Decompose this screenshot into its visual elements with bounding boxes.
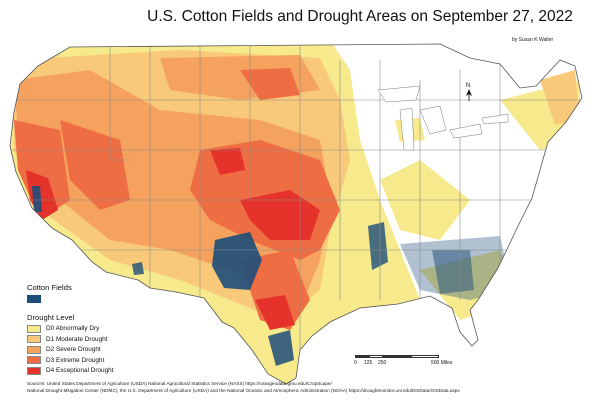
scale-segment-4 [411, 355, 439, 358]
cotton-swatch [27, 295, 41, 304]
drought-swatch [27, 366, 41, 375]
map-title: U.S. Cotton Fields and Drought Areas on … [147, 8, 573, 25]
cotton-mississippi-delta [368, 222, 388, 270]
cotton-fields [32, 186, 512, 366]
author-credit: by Susan K Walter [512, 37, 554, 43]
scale-label-0: 0 [354, 360, 357, 366]
drought-legend-row: D2 Severe Drought [27, 345, 114, 356]
scale-bar: 0 125 250 500 Miles [354, 355, 465, 371]
scale-label-500: 500 Miles [431, 360, 453, 366]
drought-legend-row: D1 Moderate Drought [27, 334, 114, 345]
cotton-west-texas [212, 232, 262, 290]
drought-legend-items: D0 Abnormally Dry D1 Moderate Drought D2 S… [27, 324, 114, 377]
drought-swatch [27, 356, 41, 365]
sources-line-2: National Drought Mitigation Center (NDMC… [27, 388, 460, 393]
north-label: N [466, 83, 470, 89]
scale-label-125: 125 [364, 360, 373, 366]
drought-swatch [27, 324, 41, 333]
drought-d3-california [14, 120, 70, 220]
drought-d3-nevada [60, 120, 130, 210]
drought-d4-california [26, 170, 58, 220]
drought-legend-label: D1 Moderate Drought [46, 335, 108, 343]
drought-d4-texas [255, 295, 295, 330]
drought-legend-row: D0 Abnormally Dry [27, 324, 114, 335]
scale-segment-2 [369, 355, 383, 358]
drought-legend-label: D0 Abnormally Dry [46, 325, 100, 333]
scale-label-250: 250 [378, 360, 387, 366]
cotton-legend-heading: Cotton Fields [27, 283, 72, 292]
map-legend: Cotton Fields Drought Level D0 Abnormall… [27, 283, 114, 376]
drought-d1-northeast [540, 70, 580, 125]
drought-legend-label: D4 Exceptional Drought [46, 367, 114, 375]
drought-legend-label: D3 Extreme Drought [46, 356, 105, 364]
drought-legend-heading: Drought Level [27, 312, 75, 322]
state-borders [10, 44, 580, 350]
drought-legend-row: D3 Extreme Drought [27, 355, 114, 366]
cotton-south-texas [268, 330, 294, 366]
cotton-legend-row [27, 294, 114, 305]
scale-segment-3 [383, 355, 411, 358]
cotton-georgia [432, 250, 474, 294]
drought-swatch [27, 335, 41, 344]
drought-d3-montana [240, 68, 300, 100]
cotton-arizona [132, 262, 144, 275]
sources-line-1: Sources: United States Department of Agr… [27, 381, 332, 386]
drought-legend-label: D2 Severe Drought [46, 346, 101, 354]
scale-segment-1 [355, 355, 369, 358]
sources: Sources: United States Department of Agr… [27, 380, 460, 394]
great-lakes [377, 85, 509, 151]
drought-layer [10, 44, 580, 384]
drought-legend-row: D4 Exceptional Drought [27, 366, 114, 377]
north-arrow-icon: N [466, 83, 472, 101]
drought-d4-plains-small [210, 148, 245, 175]
us-outline [9, 43, 583, 385]
drought-swatch [27, 345, 41, 354]
cotton-california [32, 186, 42, 212]
